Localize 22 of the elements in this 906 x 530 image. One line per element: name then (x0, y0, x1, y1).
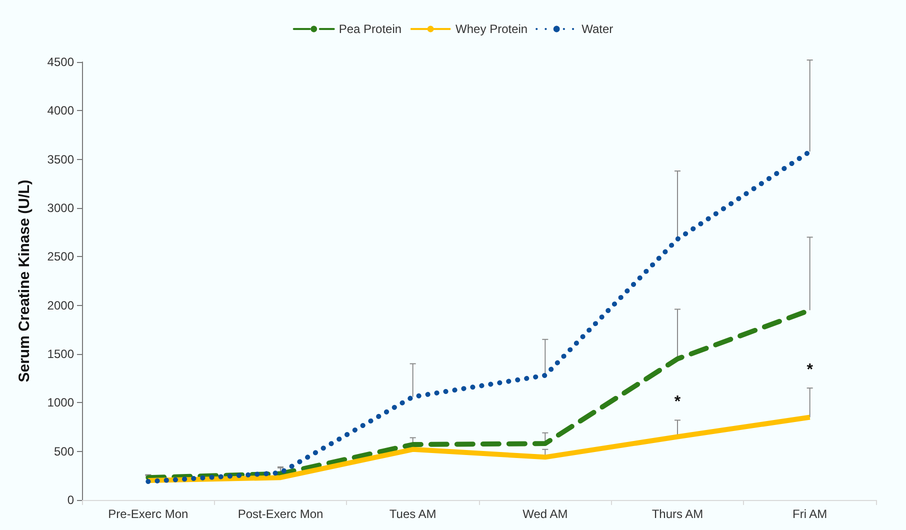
annotation: * (674, 394, 682, 411)
y-tick-label: 2000 (47, 298, 74, 312)
y-tick-label: 1500 (47, 347, 74, 361)
legend-label: Whey Protein (456, 22, 528, 36)
x-tick-label: Tues AM (389, 507, 436, 521)
x-tick-label: Thurs AM (652, 507, 704, 521)
annotation: * (806, 362, 814, 379)
x-tick-label: Fri AM (792, 507, 828, 521)
x-tick-label: Pre-Exerc Mon (108, 507, 188, 521)
y-tick-label: 3500 (47, 152, 74, 166)
y-tick-label: 4500 (47, 55, 74, 69)
y-tick-label: 3000 (47, 201, 74, 215)
legend-label: Water (582, 22, 614, 36)
y-tick-label: 4000 (47, 104, 74, 118)
x-tick-label: Wed AM (522, 507, 568, 521)
y-tick-label: 2500 (47, 250, 74, 264)
y-tick-label: 1000 (47, 396, 74, 410)
y-tick-label: 0 (67, 493, 74, 507)
x-tick-label: Post-Exerc Mon (238, 507, 324, 521)
y-axis-title: Serum Creatine Kinase (U/L) (16, 180, 33, 382)
y-tick-label: 500 (54, 444, 74, 458)
legend-label: Pea Protein (338, 22, 402, 36)
